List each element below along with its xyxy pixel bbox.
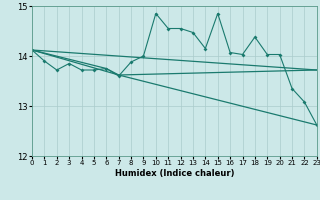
X-axis label: Humidex (Indice chaleur): Humidex (Indice chaleur) <box>115 169 234 178</box>
